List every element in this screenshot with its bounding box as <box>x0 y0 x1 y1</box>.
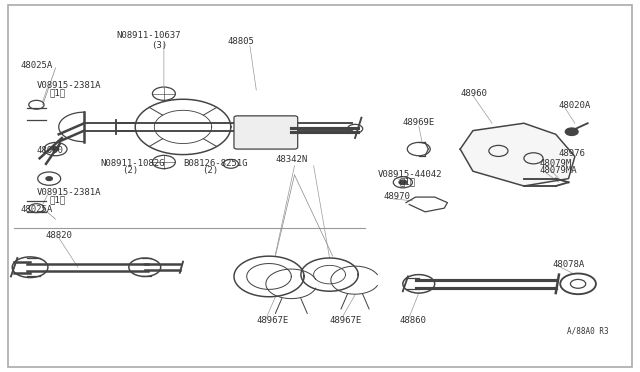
Text: 48079M: 48079M <box>540 159 572 168</box>
Polygon shape <box>460 123 575 186</box>
Text: V08915-44042: V08915-44042 <box>378 170 442 179</box>
Text: 48960: 48960 <box>460 89 487 97</box>
Text: 48025A: 48025A <box>20 61 52 70</box>
Text: (3): (3) <box>151 41 167 49</box>
Circle shape <box>565 128 578 135</box>
Text: 48080: 48080 <box>36 146 63 155</box>
Text: 48860: 48860 <box>399 315 426 325</box>
Circle shape <box>52 147 59 151</box>
Text: B08126-8251G: B08126-8251G <box>183 159 248 168</box>
Text: 48805: 48805 <box>228 37 255 46</box>
Circle shape <box>46 177 52 180</box>
Text: （1）: （1） <box>49 196 65 205</box>
Text: 48025A: 48025A <box>20 205 52 214</box>
Text: 48820: 48820 <box>46 231 73 240</box>
Text: 48976: 48976 <box>559 150 586 158</box>
Circle shape <box>399 180 406 185</box>
Text: 48970: 48970 <box>384 192 411 201</box>
Text: A/88A0 R3: A/88A0 R3 <box>567 327 609 336</box>
Text: N08911-10637: N08911-10637 <box>116 31 180 40</box>
Text: 48969E: 48969E <box>403 118 435 127</box>
Text: (2): (2) <box>122 166 139 175</box>
Text: (2): (2) <box>202 166 218 175</box>
Text: N08911-1082G: N08911-1082G <box>100 159 164 168</box>
Text: 48020A: 48020A <box>559 102 591 110</box>
Text: V08915-2381A: V08915-2381A <box>36 188 101 197</box>
Text: （1）: （1） <box>399 177 416 186</box>
Text: 48967E: 48967E <box>330 315 362 325</box>
Text: （1）: （1） <box>49 89 65 97</box>
Text: 48342N: 48342N <box>275 155 308 164</box>
FancyBboxPatch shape <box>234 116 298 149</box>
Text: 48079MA: 48079MA <box>540 166 577 175</box>
Text: V08915-2381A: V08915-2381A <box>36 81 101 90</box>
Text: 48078A: 48078A <box>552 260 585 269</box>
Text: 48967E: 48967E <box>256 315 289 325</box>
